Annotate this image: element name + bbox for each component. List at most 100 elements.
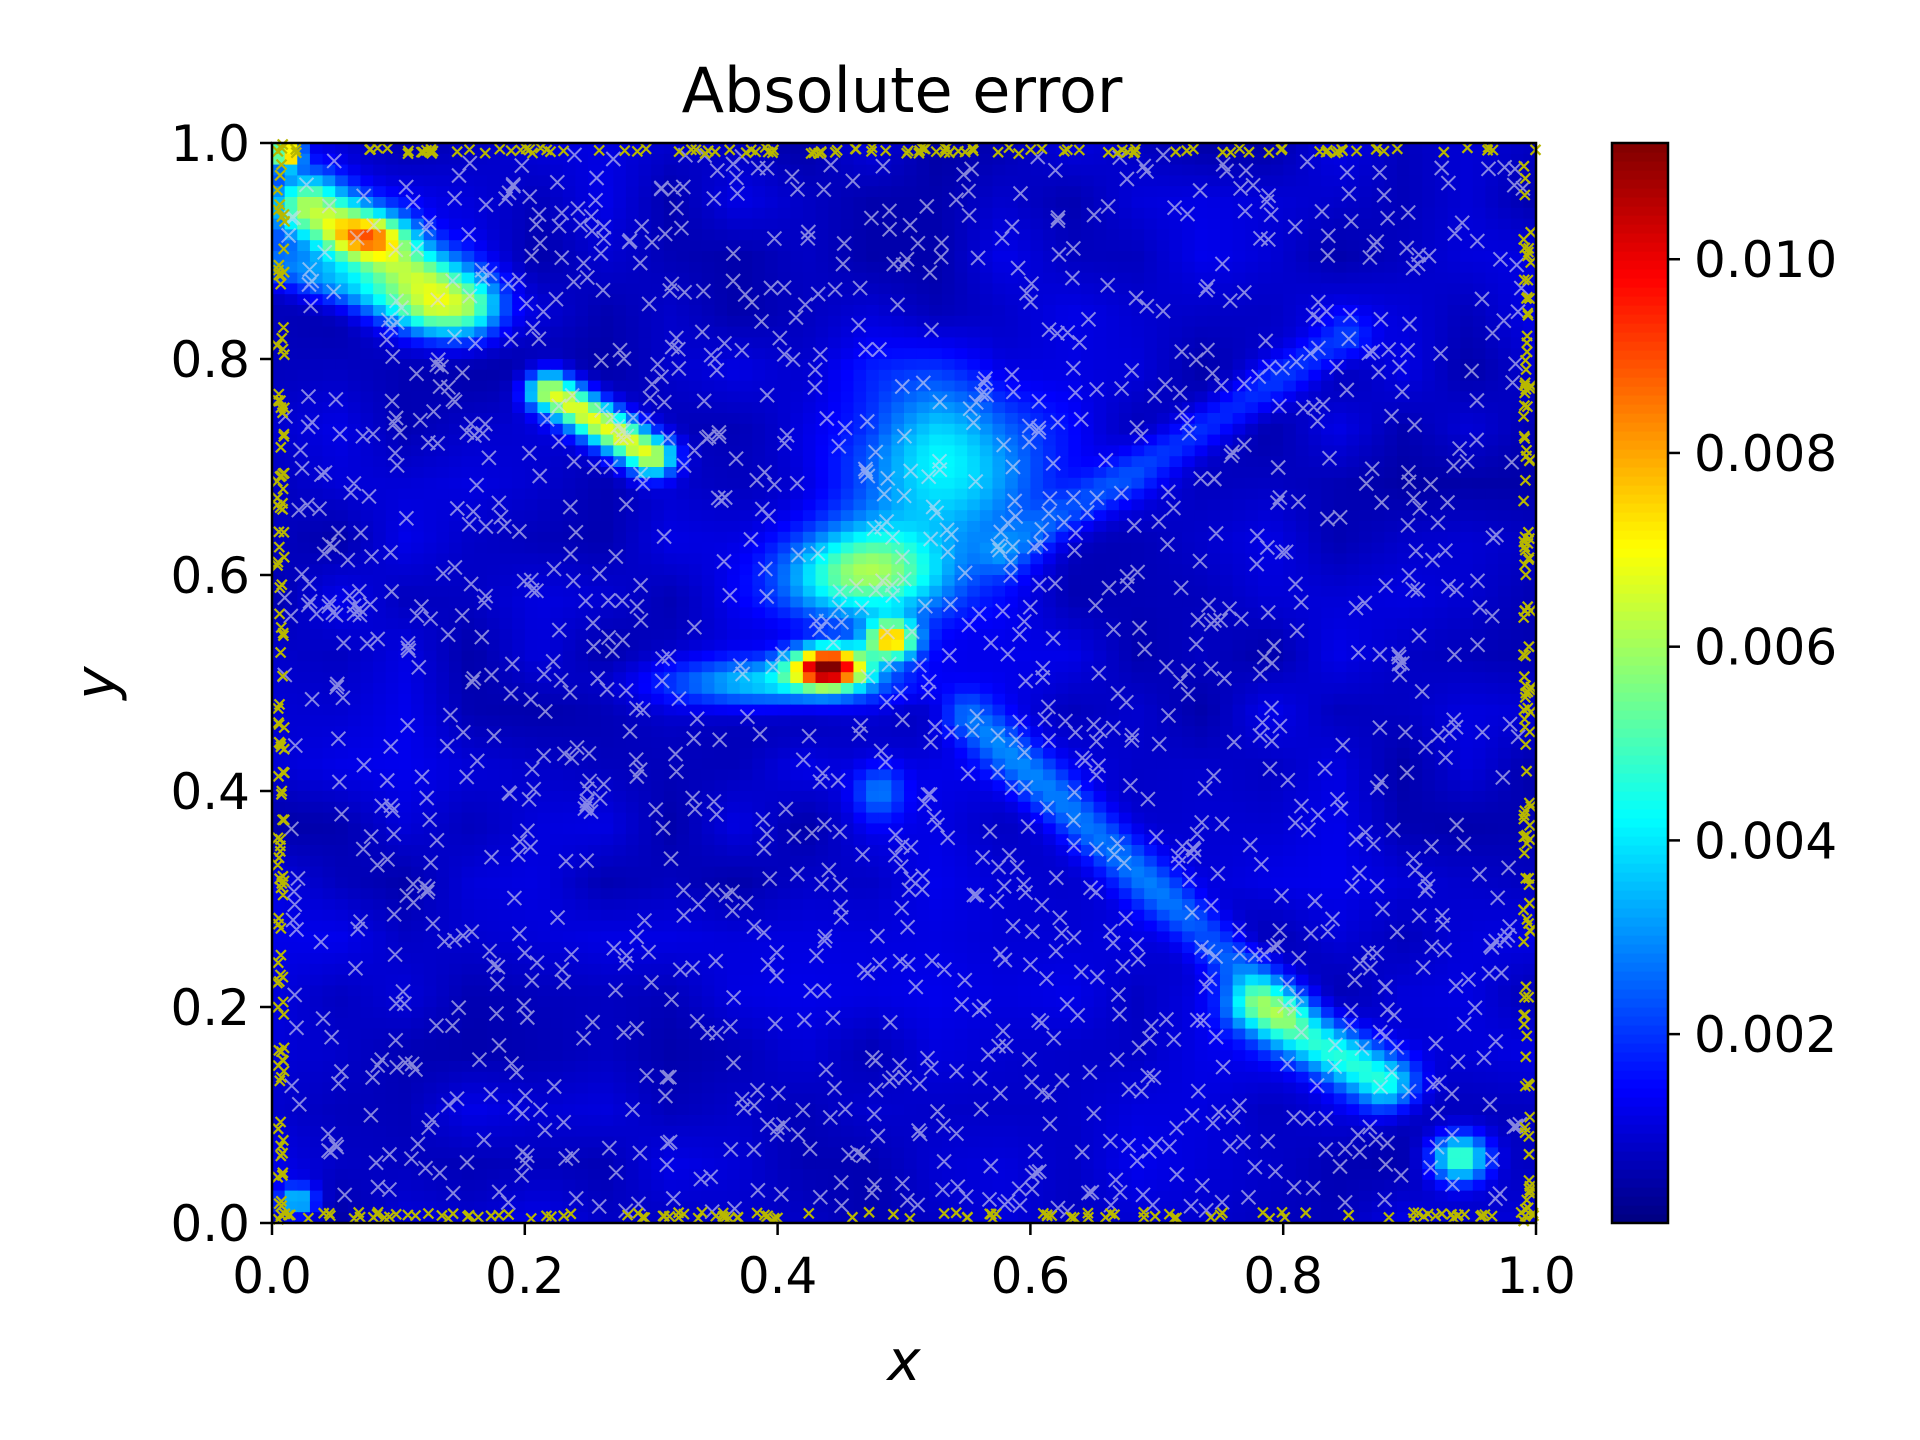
heatmap-cell [1409, 575, 1423, 587]
heatmap-cell [398, 251, 412, 263]
heatmap-cell [436, 164, 450, 176]
heatmap-cell [1156, 294, 1171, 306]
heatmap-cell [941, 164, 956, 176]
heatmap-cell [550, 164, 564, 176]
heatmap-cell [1434, 402, 1449, 414]
heatmap-cell [360, 542, 374, 554]
heatmap-cell [1080, 283, 1095, 295]
heatmap-cell [1118, 294, 1133, 306]
heatmap-cell [322, 294, 336, 306]
heatmap-cell [878, 251, 892, 263]
heatmap-cell [651, 251, 665, 263]
heatmap-cell [815, 423, 829, 436]
heatmap-cell [600, 359, 614, 371]
heatmap-cell [689, 315, 703, 328]
heatmap-cell [714, 639, 728, 652]
heatmap-cell [941, 456, 956, 468]
heatmap-cell [916, 510, 930, 522]
heatmap-cell [1472, 434, 1487, 446]
heatmap-cell [600, 585, 614, 598]
heatmap-cell [1384, 661, 1398, 673]
heatmap-cell [537, 283, 551, 295]
heatmap-cell [1118, 521, 1133, 533]
heatmap-cell [1384, 251, 1398, 263]
heatmap-cell [1118, 618, 1133, 630]
heatmap-cell [1460, 283, 1474, 295]
heatmap-cell [676, 305, 690, 317]
heatmap-cell [1371, 488, 1385, 500]
heatmap-cell [1498, 402, 1512, 414]
heatmap-cell [423, 596, 437, 608]
heatmap-cell [512, 607, 526, 619]
heatmap-cell [322, 272, 336, 284]
heatmap-cell [941, 618, 956, 630]
heatmap-cell [436, 197, 450, 209]
heatmap-cell [411, 326, 425, 338]
heatmap-cell [550, 326, 564, 338]
heatmap-cell [1371, 153, 1385, 166]
heatmap-cell [411, 445, 425, 457]
heatmap-cell [689, 477, 703, 490]
heatmap-cell [474, 348, 488, 360]
heatmap-cell [1384, 553, 1398, 565]
heatmap-cell [1156, 434, 1171, 446]
heatmap-cell [916, 553, 930, 565]
heatmap-cell [828, 359, 842, 371]
heatmap-cell [815, 445, 829, 457]
heatmap-cell [1409, 261, 1423, 274]
heatmap-cell [701, 294, 715, 306]
heatmap-cell [979, 283, 994, 295]
heatmap-cell [1498, 164, 1512, 176]
heatmap-cell [1169, 629, 1183, 641]
heatmap-cell [1409, 348, 1423, 360]
heatmap-cell [524, 380, 539, 392]
heatmap-cell [840, 326, 855, 338]
heatmap-cell [1409, 153, 1423, 166]
heatmap-cell [701, 456, 715, 468]
heatmap-cell [1068, 391, 1082, 403]
heatmap-cell [448, 596, 463, 608]
heatmap-cell [878, 294, 892, 306]
heatmap-cell [1118, 197, 1133, 209]
heatmap-cell [1371, 175, 1385, 187]
heatmap-cell [272, 423, 286, 436]
heatmap-cell [663, 272, 678, 284]
heatmap-cell [347, 240, 362, 252]
heatmap-cell [714, 294, 728, 306]
heatmap-cell [866, 585, 880, 598]
heatmap-cell [1270, 315, 1284, 328]
heatmap-cell [461, 445, 475, 457]
heatmap-cell [1346, 164, 1360, 176]
heatmap-cell [1447, 218, 1461, 230]
heatmap-cell [1472, 488, 1487, 500]
heatmap-cell [512, 261, 526, 274]
heatmap-cell [929, 326, 943, 338]
heatmap-cell [512, 585, 526, 598]
heatmap-cell [967, 305, 981, 317]
heatmap-cell [461, 596, 475, 608]
heatmap-cell [1220, 575, 1234, 587]
heatmap-cell [1106, 218, 1120, 230]
heatmap-cell [954, 207, 968, 220]
heatmap-cell [1156, 585, 1171, 598]
heatmap-cell [1017, 575, 1031, 587]
heatmap-cell [600, 337, 614, 349]
heatmap-cell [1308, 359, 1322, 371]
heatmap-cell [1333, 607, 1347, 619]
heatmap-cell [474, 251, 488, 263]
heatmap-cell [891, 369, 905, 382]
heatmap-cell [992, 531, 1006, 544]
heatmap-cell [537, 456, 551, 468]
heatmap-cell [866, 672, 880, 684]
heatmap-cell [828, 575, 842, 587]
heatmap-cell [1005, 359, 1019, 371]
heatmap-cell [1434, 240, 1449, 252]
heatmap-cell [1030, 585, 1044, 598]
heatmap-cell [1093, 143, 1107, 155]
heatmap-cell [398, 229, 412, 241]
heatmap-cell [309, 542, 324, 554]
heatmap-cell [524, 305, 539, 317]
heatmap-cell [600, 391, 614, 403]
heatmap-cell [866, 197, 880, 209]
heatmap-cell [448, 488, 463, 500]
